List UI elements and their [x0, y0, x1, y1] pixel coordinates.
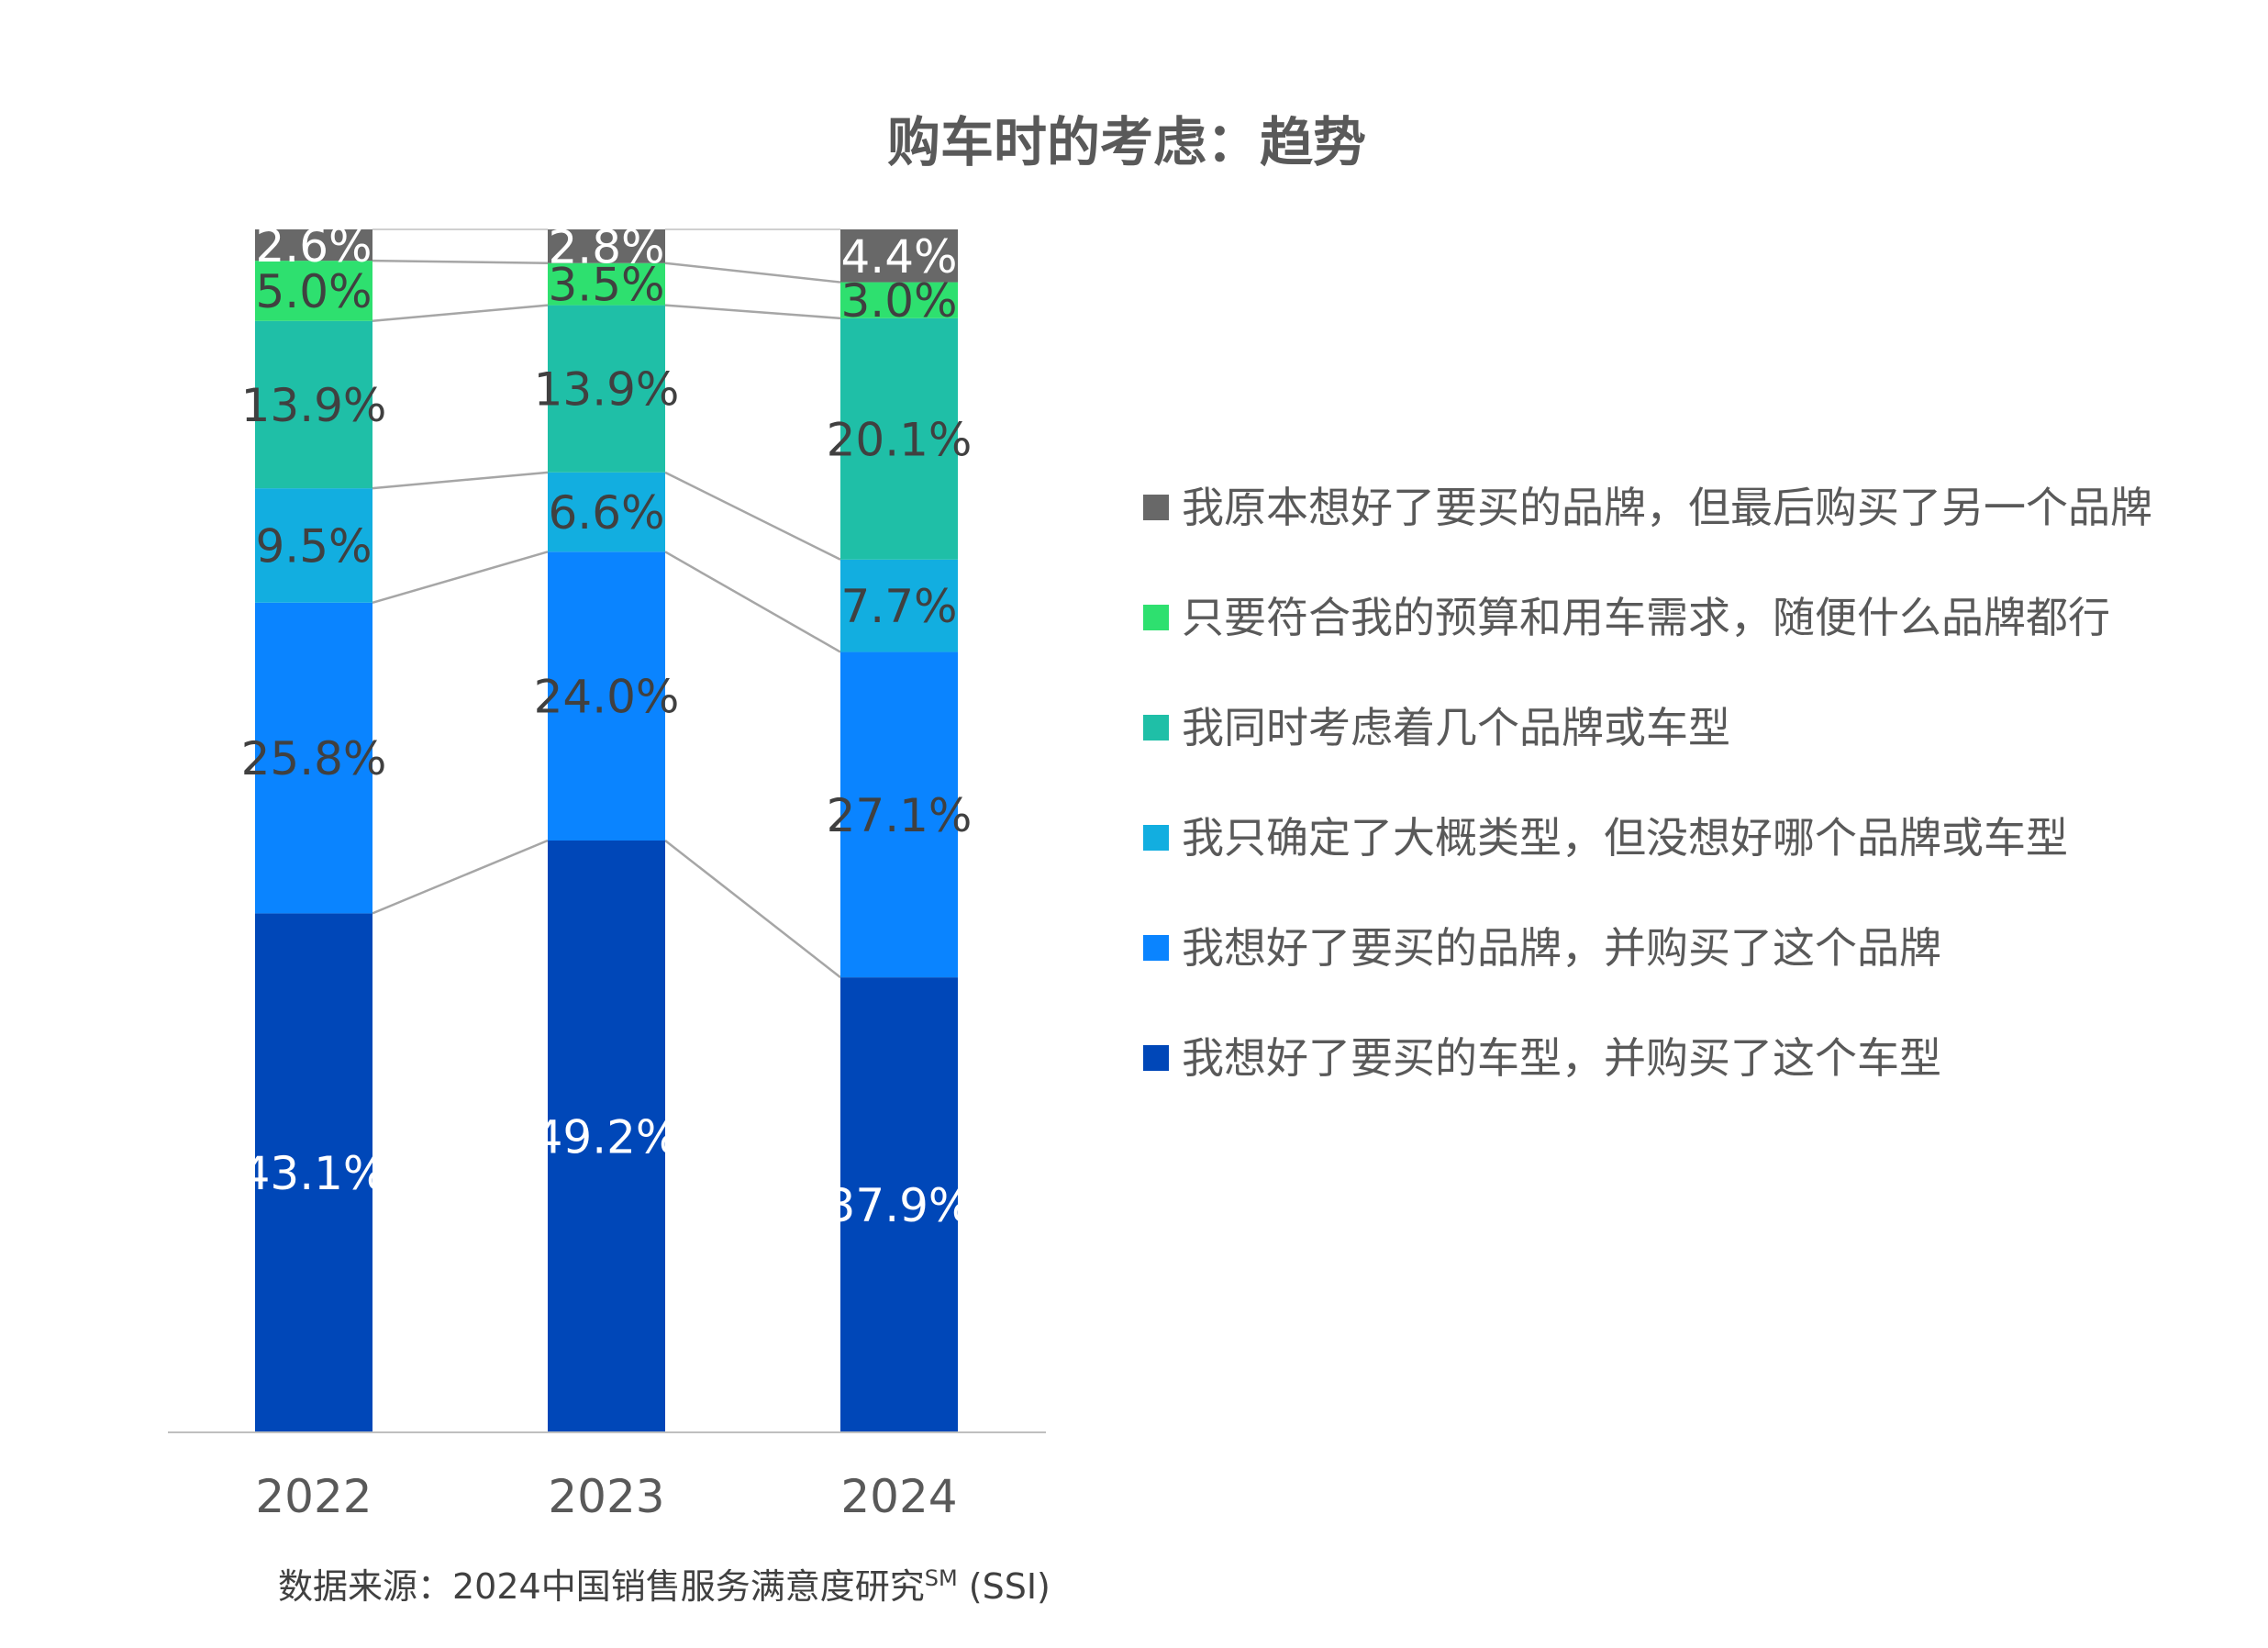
- legend-item: 我同时考虑着几个品牌或车型: [1143, 703, 1730, 752]
- connector-lines: [372, 228, 841, 979]
- data-label: 5.0%: [255, 265, 372, 318]
- chart-title: 购车时的考虑：趋势: [887, 111, 1366, 173]
- connector-line: [372, 471, 549, 490]
- legend-item: 我原本想好了要买的品牌，但最后购买了另一个品牌: [1143, 483, 2152, 532]
- bar-segment: [255, 913, 372, 1432]
- legend-swatch: [1143, 605, 1169, 630]
- legend-swatch: [1143, 715, 1169, 740]
- data-label: 9.5%: [255, 519, 372, 573]
- connector-line: [372, 551, 549, 605]
- legend-item: 只要符合我的预算和用车需求，随便什么品牌都行: [1143, 593, 2110, 642]
- legend-label: 我想好了要买的车型，并购买了这个车型: [1182, 1033, 1941, 1083]
- legend-swatch: [1143, 825, 1169, 851]
- source-note: 数据来源：2024中国销售服务满意度研究SM (SSI): [278, 1565, 1051, 1607]
- connector-line: [372, 839, 549, 915]
- data-label: 2.8%: [548, 220, 664, 273]
- connector-line: [664, 551, 841, 653]
- x-tick-label: 2024: [840, 1470, 957, 1523]
- legend-swatch: [1143, 935, 1169, 961]
- data-label: 4.4%: [840, 230, 957, 284]
- legend-label: 我只确定了大概类型，但没想好哪个品牌或车型: [1182, 813, 2068, 863]
- x-tick-label: 2023: [548, 1470, 664, 1523]
- bar-segment: [255, 261, 372, 321]
- x-tick-label: 2022: [255, 1470, 372, 1523]
- bar-segment: [548, 262, 665, 306]
- connector-line: [664, 262, 841, 284]
- bar-segment: [548, 472, 665, 552]
- bars: 43.1% 25.8% 9.5% 13.9% 5.0%2.6% 49.2% 24.0% 6.6…: [241, 219, 973, 1432]
- legend-item: 我只确定了大概类型，但没想好哪个品牌或车型: [1143, 813, 2068, 863]
- legend-label: 我同时考虑着几个品牌或车型: [1182, 703, 1730, 752]
- data-label: 3.5%: [548, 259, 664, 312]
- data-label: 20.1%: [827, 413, 973, 466]
- bar-segment: [548, 551, 665, 841]
- bar-segment: [255, 320, 372, 489]
- bar-segment: [840, 317, 958, 560]
- bar-segment: [840, 282, 958, 318]
- legend: 我原本想好了要买的品牌，但最后购买了另一个品牌只要符合我的预算和用车需求，随便什…: [1143, 483, 2152, 1083]
- bar-segment: [840, 559, 958, 652]
- data-label: 13.9%: [241, 379, 387, 432]
- data-label: 13.9%: [534, 363, 680, 417]
- legend-swatch: [1143, 1045, 1169, 1071]
- legend-label: 只要符合我的预算和用车需求，随便什么品牌都行: [1182, 593, 2110, 642]
- bar-segment: [840, 651, 958, 978]
- bar-segment: [255, 229, 372, 262]
- bar-segment: [840, 229, 958, 283]
- bar-segment: [548, 305, 665, 473]
- legend-label: 我原本想好了要买的品牌，但最后购买了另一个品牌: [1182, 483, 2152, 532]
- legend-item: 我想好了要买的品牌，并购买了这个品牌: [1143, 923, 1941, 973]
- bar-segment: [255, 488, 372, 603]
- bar-segment: [548, 840, 665, 1432]
- data-label: 43.1%: [241, 1147, 387, 1200]
- bar-segment: [255, 602, 372, 914]
- connector-line: [372, 304, 549, 322]
- source-suffix: (SSI): [958, 1566, 1051, 1607]
- connector-line: [664, 471, 841, 561]
- data-label: 37.9%: [827, 1179, 973, 1232]
- data-label: 3.0%: [840, 274, 957, 328]
- data-label: 49.2%: [534, 1110, 680, 1164]
- source-prefix: 数据来源：2024中国销售服务满意度研究: [278, 1566, 925, 1607]
- connector-line: [664, 840, 841, 979]
- data-label: 2.6%: [255, 219, 372, 273]
- bar-segment: [548, 229, 665, 263]
- connector-line: [372, 259, 549, 264]
- connector-line: [664, 304, 841, 320]
- legend-label: 我想好了要买的品牌，并购买了这个品牌: [1182, 923, 1941, 973]
- data-label: 25.8%: [241, 732, 387, 785]
- data-label: 7.7%: [840, 580, 957, 633]
- legend-item: 我想好了要买的车型，并购买了这个车型: [1143, 1033, 1941, 1083]
- legend-swatch: [1143, 495, 1169, 520]
- data-label: 27.1%: [827, 789, 973, 842]
- data-label: 6.6%: [548, 486, 664, 540]
- x-axis-ticks: 2022 2023 2024: [255, 1470, 957, 1523]
- bar-segment: [840, 977, 958, 1432]
- data-label: 24.0%: [534, 671, 680, 724]
- source-superscript: SM: [925, 1565, 958, 1591]
